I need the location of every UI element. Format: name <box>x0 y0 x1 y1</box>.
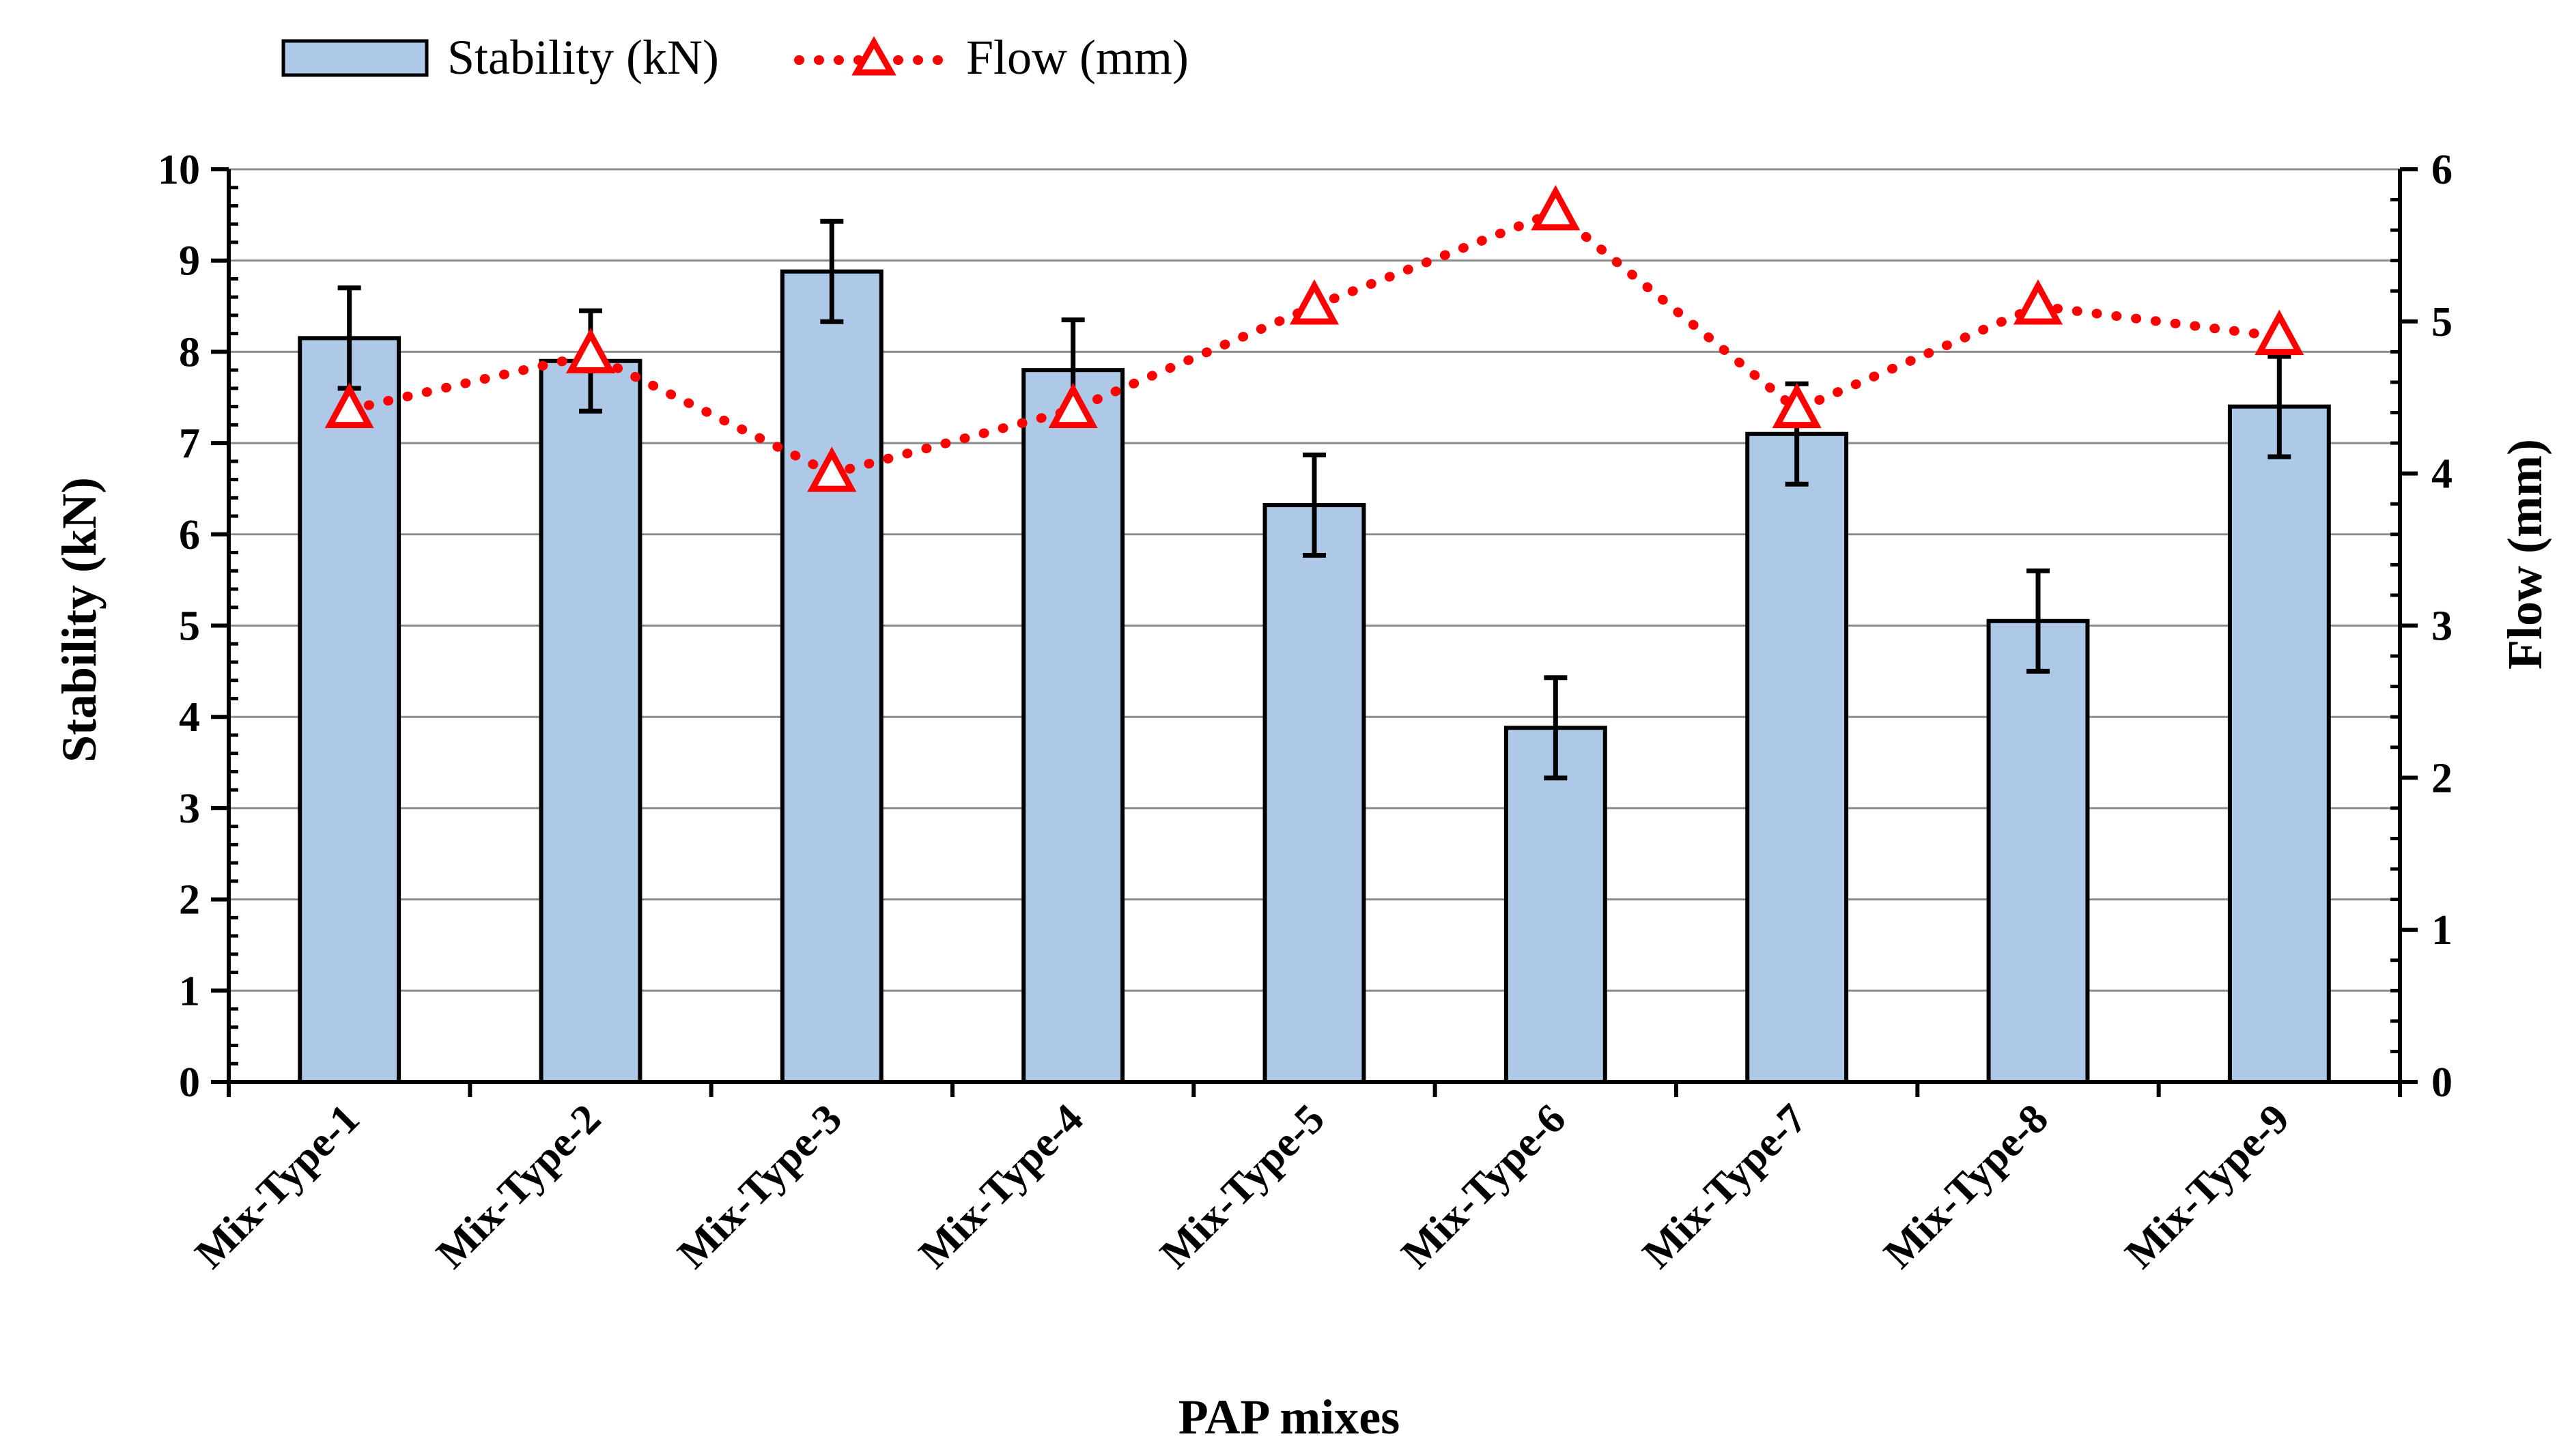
error-bar <box>820 218 844 324</box>
flow-point <box>2013 279 2063 325</box>
y-tick-label: 3 <box>179 786 200 832</box>
flow-point <box>807 446 857 492</box>
category-label: Mix-Type-8 <box>1875 1096 2057 1277</box>
stability-bar <box>1745 431 1849 1084</box>
error-bar <box>2267 354 2291 459</box>
stability-bar <box>298 336 401 1085</box>
category-label: Mix-Type-1 <box>186 1096 368 1277</box>
y-tick-label: 0 <box>179 1059 200 1106</box>
y2-axis-title: Flow (mm) <box>2498 439 2552 670</box>
stability-bar <box>780 269 884 1084</box>
error-bar <box>1544 675 1568 781</box>
x-axis-title: PAP mixes <box>1178 1390 1400 1444</box>
y-tick-label: 10 <box>158 147 200 193</box>
y2-tick-label: 5 <box>2431 299 2453 345</box>
y-tick-label: 7 <box>179 420 200 467</box>
y-tick-label: 8 <box>179 329 200 375</box>
error-bar <box>2026 568 2050 674</box>
axes <box>211 167 2418 1097</box>
legend: Stability (kN) Flow (mm) <box>281 30 1189 85</box>
flow-series <box>324 184 2304 492</box>
flow-point <box>1772 382 1822 429</box>
legend-label-flow: Flow (mm) <box>966 30 1189 85</box>
y2-tick-label: 1 <box>2431 907 2453 954</box>
y2-tick-label: 6 <box>2431 147 2453 193</box>
error-bar <box>1303 452 1326 558</box>
flow-point <box>1289 279 1340 325</box>
flow-point <box>1531 184 1581 231</box>
flow-point <box>1048 382 1098 429</box>
category-label: Mix-Type-6 <box>1393 1096 1574 1277</box>
legend-marker-flow <box>851 35 896 76</box>
legend-swatch-stability <box>281 39 429 77</box>
y-tick-label: 1 <box>179 968 200 1014</box>
y-axis-title: Stability (kN) <box>52 477 107 762</box>
category-label: Mix-Type-9 <box>2117 1096 2298 1277</box>
flow-point <box>565 328 616 373</box>
category-label: Mix-Type-4 <box>910 1096 1092 1277</box>
y-tick-label: 9 <box>179 238 200 285</box>
category-label: Mix-Type-5 <box>1151 1096 1333 1277</box>
y-tick-label: 2 <box>179 877 200 924</box>
stability-bar <box>1262 503 1366 1084</box>
y2-tick-label: 4 <box>2431 451 2453 498</box>
y-tick-label: 6 <box>179 512 200 558</box>
y2-tick-label: 0 <box>2431 1059 2453 1106</box>
bars <box>298 269 2331 1085</box>
flow-point <box>324 382 374 429</box>
stability-bar <box>539 358 642 1084</box>
category-label: Mix-Type-3 <box>669 1096 851 1277</box>
y2-tick-label: 2 <box>2431 755 2453 801</box>
stability-bar <box>1021 368 1125 1084</box>
category-label: Mix-Type-7 <box>1634 1096 1815 1277</box>
category-label: Mix-Type-2 <box>427 1096 609 1277</box>
y-tick-label: 4 <box>179 694 200 741</box>
stability-bar <box>1503 726 1607 1084</box>
stability-bar <box>2227 404 2331 1084</box>
y2-tick-label: 3 <box>2431 603 2453 650</box>
y-tick-label: 5 <box>179 603 200 650</box>
stability-bar <box>1986 618 2090 1084</box>
legend-label-stability: Stability (kN) <box>447 30 719 85</box>
flow-point <box>2255 309 2304 356</box>
